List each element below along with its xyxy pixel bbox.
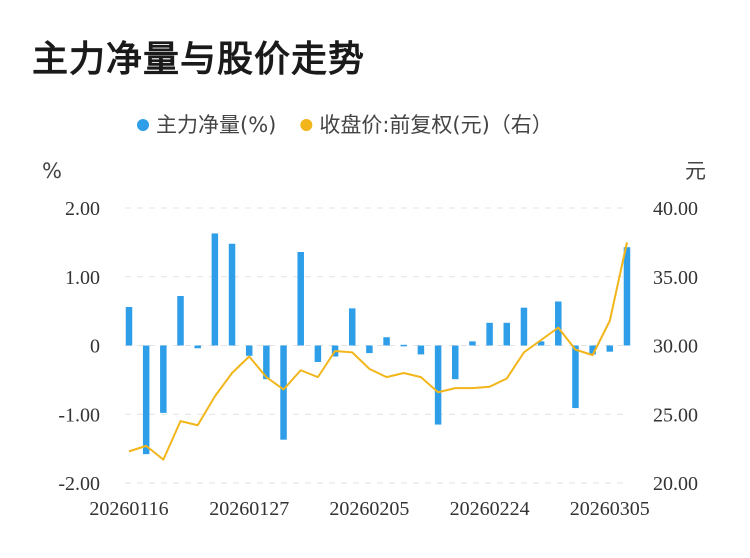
bar: [400, 344, 407, 347]
bar: [125, 307, 133, 346]
legend-item-0[interactable]: 主力净量(%): [137, 113, 276, 137]
bar: [520, 307, 528, 346]
bar: [434, 345, 442, 425]
y-right-unit: 元: [685, 159, 706, 183]
bar: [280, 345, 287, 440]
x-tick: 20260224: [450, 498, 530, 520]
bar: [366, 345, 373, 354]
legend-marker-1: [300, 119, 313, 131]
y-left-tick: -1.00: [58, 404, 100, 426]
bar: [572, 345, 579, 409]
bar: [245, 345, 253, 356]
y-left-tick: -2.00: [58, 473, 100, 495]
y-right-tick: 25.00: [653, 404, 698, 426]
line-series: [128, 242, 628, 461]
y-left-unit: %: [42, 159, 62, 183]
bar: [606, 345, 614, 352]
y-right-tick: 35.00: [653, 267, 698, 289]
bar: [452, 345, 459, 380]
bar: [177, 296, 184, 346]
bar: [537, 341, 545, 346]
bar: [623, 247, 631, 346]
bar: [555, 301, 562, 346]
legend-label-1: 收盘价:前复权(元)（右）: [319, 113, 552, 137]
bar: [297, 252, 304, 346]
legend-item-1[interactable]: 收盘价:前复权(元)（右）: [300, 113, 553, 137]
bar: [503, 322, 511, 346]
y-right-tick: 40.00: [653, 198, 698, 220]
y-tick-labels: 2.00 1.00 0 -1.00 -2.00 40.00 35.00 30.00 25.00 2…: [58, 198, 698, 495]
chart-legend[interactable]: 主力净量(%) 收盘价:前复权(元)（右）: [137, 113, 553, 137]
bar: [211, 233, 219, 346]
y-left-tick: 0: [90, 336, 100, 358]
x-tick-labels: 20260116 20260127 20260205 20260224 20260305: [89, 498, 649, 520]
bar: [417, 345, 425, 355]
x-tick: 20260127: [209, 498, 289, 520]
bar: [194, 345, 201, 349]
bar: [589, 345, 596, 355]
x-tick: 20260116: [89, 498, 168, 520]
bar: [160, 345, 167, 413]
legend-marker-0: [137, 119, 149, 131]
bar: [228, 243, 236, 346]
legend-label-0: 主力净量(%): [156, 113, 276, 137]
chart-title: 主力净量与股价走势: [32, 39, 366, 80]
x-tick: 20260205: [329, 498, 409, 520]
bar: [142, 345, 150, 455]
y-right-tick: 30.00: [653, 336, 698, 358]
price-line: [128, 242, 628, 461]
bar: [263, 345, 270, 380]
y-left-tick: 2.00: [65, 198, 100, 220]
x-tick: 20260305: [570, 498, 650, 520]
bar: [469, 341, 476, 346]
bar: [314, 345, 322, 362]
y-left-tick: 1.00: [65, 267, 100, 289]
bar: [486, 322, 493, 346]
bar: [383, 337, 390, 346]
y-right-tick: 20.00: [653, 473, 698, 495]
bar-series: [125, 233, 631, 455]
bar: [348, 308, 356, 346]
